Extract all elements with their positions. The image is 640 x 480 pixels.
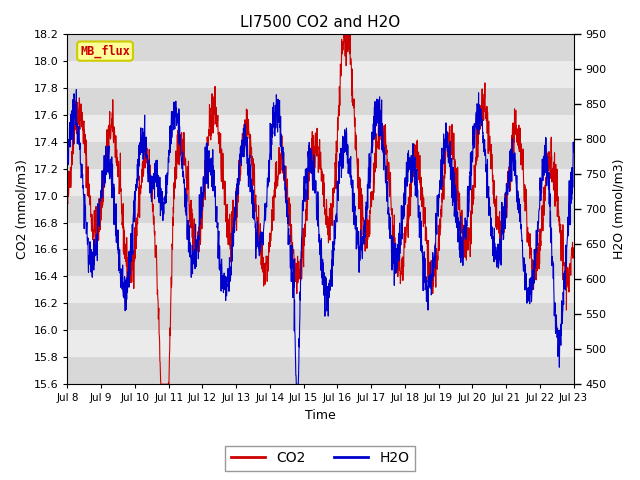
H2O: [63, 160, 71, 166]
H2O: [297, 270, 305, 276]
Bar: [67, 357, 573, 384]
H2O: [310, 165, 318, 171]
Bar: [67, 196, 573, 223]
H2O: [90, 244, 97, 250]
H2O: [556, 346, 563, 352]
Legend: CO2, H2O: CO2, H2O: [225, 445, 415, 471]
Bar: [67, 34, 573, 61]
Line: CO2: CO2: [67, 34, 573, 384]
Bar: [67, 142, 573, 168]
Bar: [67, 88, 573, 115]
Bar: [67, 115, 573, 142]
CO2: [63, 197, 71, 203]
Text: MB_flux: MB_flux: [80, 45, 130, 58]
H2O: [72, 87, 80, 93]
CO2: [556, 214, 563, 219]
Bar: [67, 276, 573, 303]
H2O: [463, 228, 470, 233]
Bar: [67, 223, 573, 250]
Bar: [67, 168, 573, 196]
CO2: [296, 257, 304, 263]
CO2: [310, 148, 317, 154]
Y-axis label: H2O (mmol/m3): H2O (mmol/m3): [612, 159, 625, 259]
H2O: [570, 149, 577, 155]
CO2: [570, 249, 577, 254]
Line: H2O: H2O: [67, 90, 573, 384]
CO2: [90, 228, 97, 233]
Title: LI7500 CO2 and H2O: LI7500 CO2 and H2O: [241, 15, 401, 30]
Bar: [67, 303, 573, 330]
H2O: [292, 381, 300, 387]
Bar: [67, 250, 573, 276]
CO2: [463, 257, 470, 263]
Bar: [67, 330, 573, 357]
Y-axis label: CO2 (mmol/m3): CO2 (mmol/m3): [15, 159, 28, 259]
CO2: [340, 31, 348, 37]
Bar: [67, 61, 573, 88]
H2O: [556, 364, 563, 370]
X-axis label: Time: Time: [305, 409, 336, 422]
CO2: [556, 223, 563, 229]
CO2: [157, 381, 164, 387]
